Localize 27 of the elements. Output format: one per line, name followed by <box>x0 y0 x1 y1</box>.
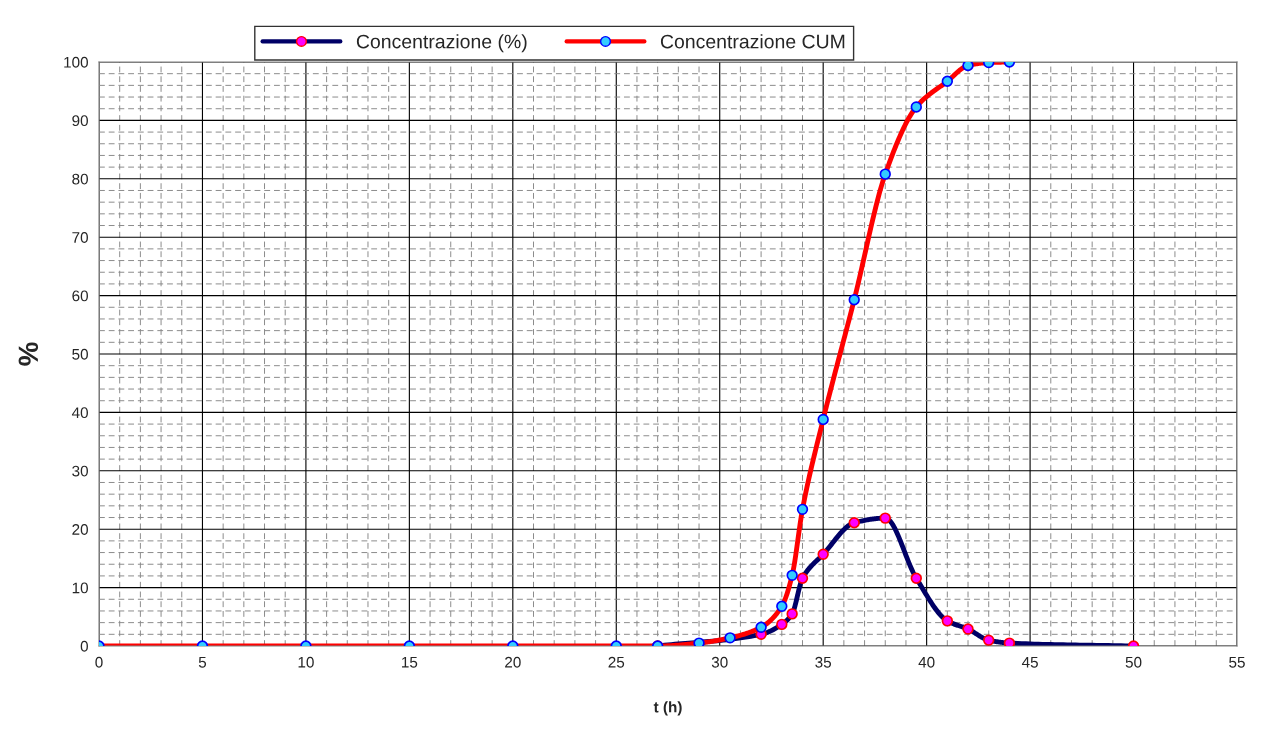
y-tick-label: 80 <box>72 173 88 185</box>
legend-label: Concentrazione (%) <box>356 34 527 53</box>
y-tick-label: 70 <box>72 232 88 243</box>
x-tick-label: 45 <box>1021 656 1038 668</box>
x-axis-title: t (h) <box>653 701 682 716</box>
x-tick-label: 55 <box>1229 656 1245 668</box>
y-tick-label: 20 <box>72 524 88 535</box>
x-tick-label: 5 <box>198 656 207 668</box>
y-tick-label: 50 <box>72 348 88 360</box>
y-tick-label: 90 <box>72 115 88 127</box>
x-tick-label: 30 <box>711 656 728 668</box>
y-tick-label: 100 <box>64 56 88 68</box>
x-tick-label: 50 <box>1125 656 1142 668</box>
y-tick-label: 30 <box>72 465 88 477</box>
x-tick-label: 15 <box>402 656 418 668</box>
y-axis-title: % <box>18 342 39 366</box>
x-tick-label: 10 <box>298 656 314 668</box>
legend-label: Concentrazione CUM <box>660 34 845 49</box>
x-tick-label: 40 <box>918 656 935 668</box>
x-tick-label: 20 <box>505 656 521 668</box>
y-tick-label: 60 <box>72 290 88 302</box>
y-tick-label: 40 <box>71 407 88 419</box>
x-tick-label: 35 <box>815 656 832 668</box>
y-tick-label: 10 <box>72 582 88 594</box>
x-tick-label: 0 <box>95 656 103 668</box>
x-tick-label: 25 <box>608 656 625 668</box>
y-tick-label: 0 <box>80 640 88 652</box>
